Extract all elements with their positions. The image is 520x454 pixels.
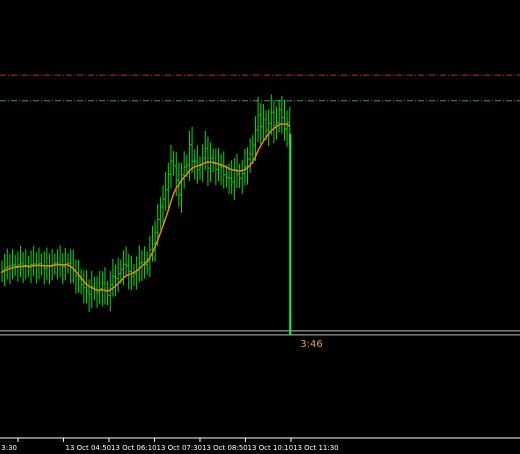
candle — [206, 136, 210, 186]
candle — [127, 253, 130, 290]
candle — [109, 270, 112, 312]
x-tick-label: 13 Oct 10:10 — [248, 444, 294, 452]
candle — [254, 116, 257, 161]
candle — [217, 148, 220, 182]
candle — [77, 259, 80, 293]
candle — [272, 100, 276, 144]
candle — [161, 185, 165, 223]
candle — [278, 99, 281, 133]
candle — [270, 94, 273, 136]
candle — [6, 248, 9, 280]
candle — [167, 162, 170, 208]
candle — [264, 110, 268, 140]
candle — [180, 163, 183, 213]
candle — [241, 159, 244, 195]
candle — [11, 248, 14, 280]
candle — [0, 260, 4, 283]
candle — [267, 109, 270, 147]
candle — [143, 246, 146, 279]
candle — [101, 271, 104, 307]
candle — [190, 126, 194, 174]
x-axis-ticks: 3:30 13 Oct 04:50 13 Oct 06:10 13 Oct 07:30… — [1, 438, 339, 452]
candle — [111, 258, 115, 297]
candle — [114, 264, 117, 297]
x-tick-label: 13 Oct 07:30 — [157, 444, 203, 452]
candle — [124, 246, 128, 278]
candle — [193, 149, 196, 180]
x-tick-label: 13 Oct 08:50 — [202, 444, 248, 452]
candle — [172, 150, 175, 176]
candle — [82, 270, 86, 304]
candle — [21, 252, 25, 284]
candle — [66, 253, 70, 274]
candle — [14, 254, 17, 276]
candle — [122, 250, 125, 286]
candle — [283, 99, 286, 141]
candle — [90, 271, 93, 309]
candle — [259, 102, 262, 145]
candle — [98, 270, 101, 304]
candle — [225, 165, 228, 188]
candle — [188, 130, 191, 181]
candle — [222, 151, 225, 189]
horizontal-levels — [0, 74, 520, 336]
candle — [280, 95, 284, 134]
candle — [153, 220, 157, 262]
candle — [32, 246, 35, 277]
candle — [219, 154, 223, 186]
candle — [159, 196, 162, 230]
candle — [151, 225, 154, 262]
x-tick-label: 13 Oct 11:30 — [293, 444, 339, 452]
candle — [132, 263, 136, 287]
candle — [198, 156, 202, 180]
candle — [182, 151, 186, 189]
candle — [285, 110, 289, 147]
candle — [19, 246, 22, 278]
candle — [246, 147, 249, 185]
candle — [256, 96, 260, 142]
candle — [243, 148, 247, 186]
x-tick-label: 13 Oct 04:50 — [66, 444, 112, 452]
candle — [169, 144, 173, 189]
candle — [204, 130, 207, 171]
candle — [262, 104, 265, 141]
x-tick-label: 3:30 — [1, 444, 17, 452]
candle — [85, 269, 88, 304]
candle — [230, 160, 233, 194]
x-tick-label: 13 Oct 06:10 — [111, 444, 157, 452]
candle — [248, 138, 252, 173]
candle — [275, 106, 278, 140]
candle — [196, 145, 199, 184]
candle — [116, 257, 120, 293]
candle — [29, 250, 33, 284]
candle — [238, 164, 241, 189]
moving-average-line — [1, 122, 291, 292]
candles — [0, 94, 291, 313]
candle — [251, 135, 254, 164]
candle — [164, 171, 167, 211]
candle — [87, 279, 91, 313]
countdown-label: 3:46 — [300, 339, 322, 350]
candle — [119, 259, 122, 284]
